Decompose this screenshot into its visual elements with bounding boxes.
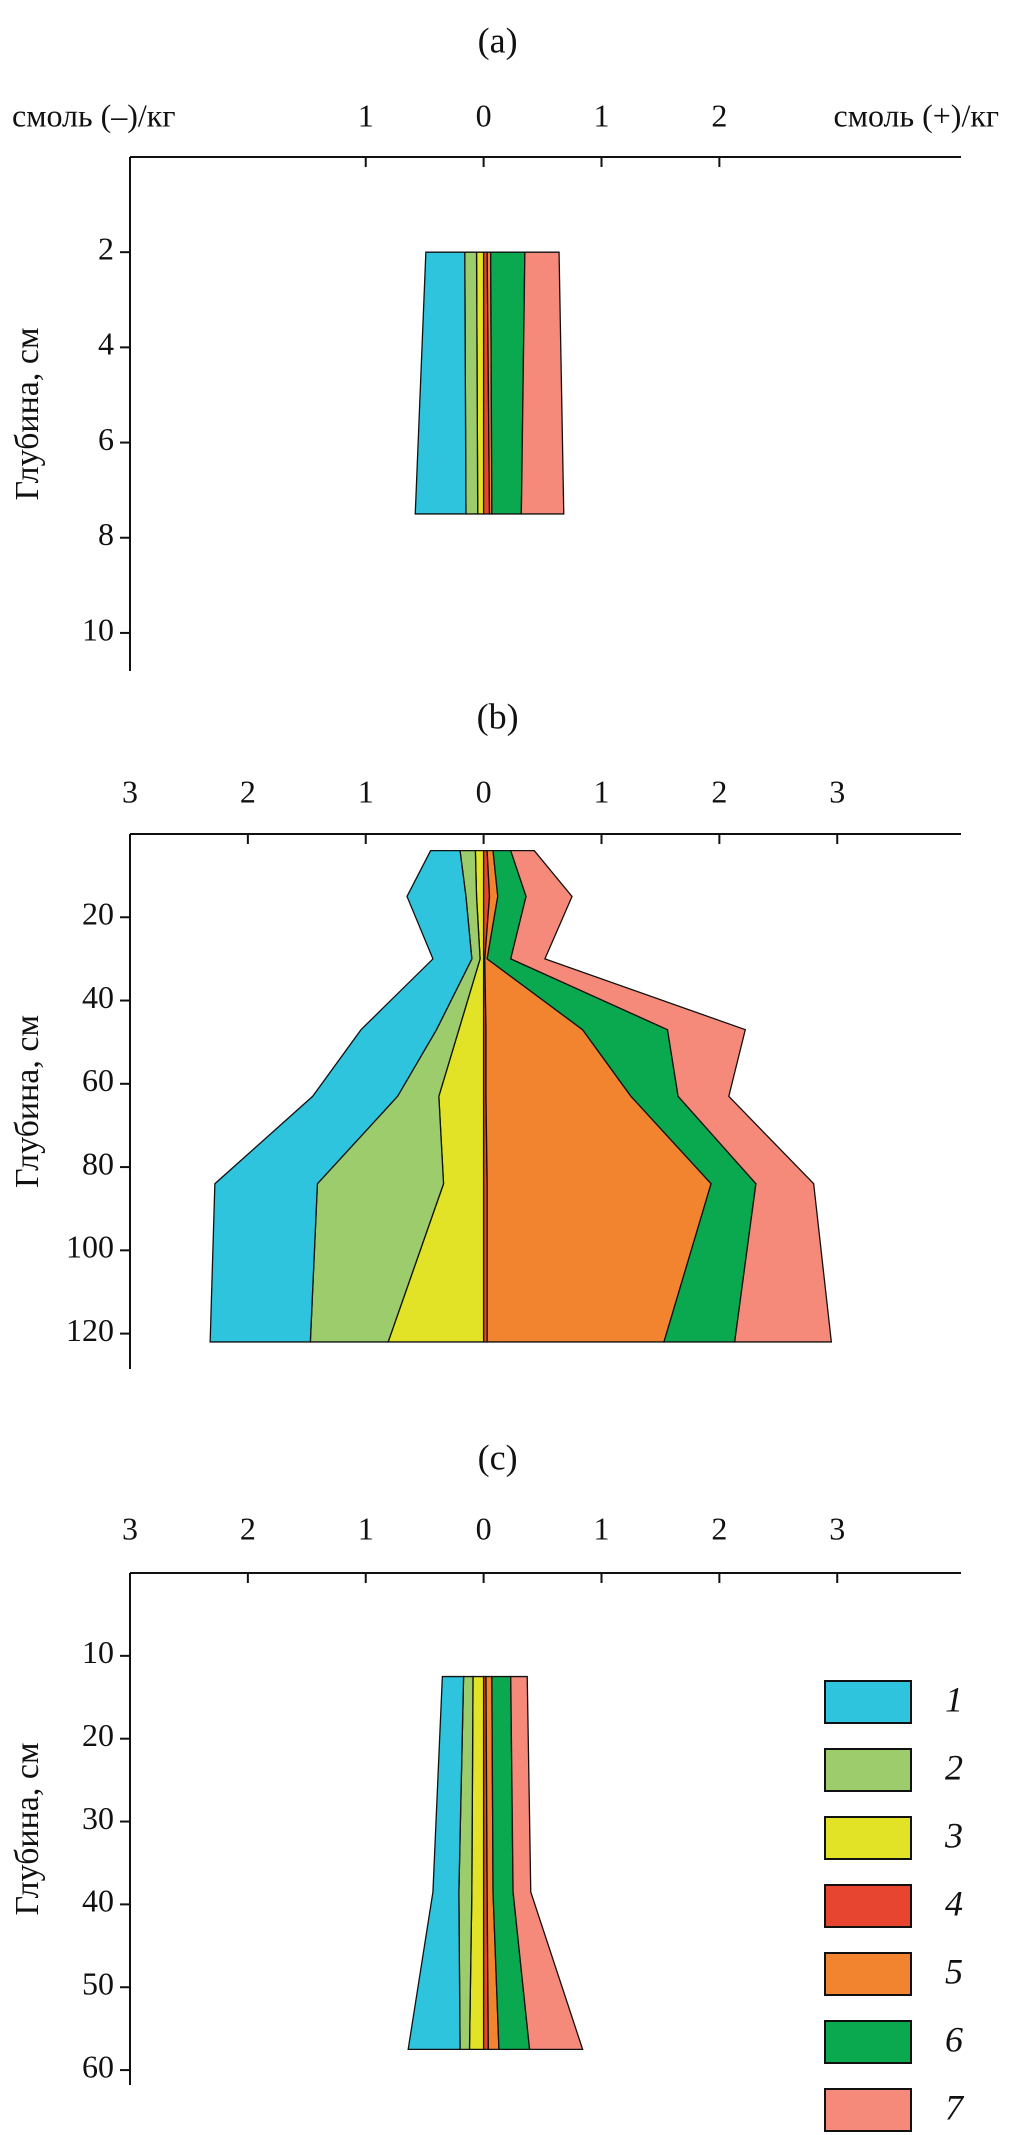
y-tick-label: 60	[82, 2048, 114, 2084]
x-tick-label: 3	[122, 773, 138, 809]
x-tick-label: 2	[240, 1510, 256, 1546]
area-band	[414, 251, 467, 515]
legend-label: 1	[945, 1679, 963, 1719]
area-band	[464, 251, 479, 515]
x-tick-label: 1	[358, 1510, 374, 1546]
x-tick-label: 3	[122, 1510, 138, 1546]
panel-title: (a)	[478, 20, 518, 60]
x-tick-label: 3	[829, 773, 845, 809]
x-axis-label: смоль (–)/кг	[12, 97, 175, 133]
legend-swatch	[824, 1748, 912, 1792]
y-tick-label: 40	[82, 979, 114, 1015]
area-band	[510, 1675, 584, 2051]
legend-swatch	[824, 2088, 912, 2132]
y-tick-label: 8	[98, 516, 114, 552]
legend-label: 5	[945, 1951, 963, 1991]
y-axis-label: Глубина, см	[9, 1015, 46, 1188]
x-tick-label: 0	[476, 773, 492, 809]
x-tick-label: 1	[358, 97, 374, 133]
x-axis-label: смоль (+)/кг	[833, 97, 999, 133]
y-tick-label: 20	[82, 1717, 114, 1753]
x-tick-label: 2	[240, 773, 256, 809]
panel-title: (b)	[477, 696, 519, 736]
legend-swatch	[824, 1884, 912, 1928]
y-tick-label: 2	[98, 231, 114, 267]
y-tick-label: 6	[98, 421, 114, 457]
y-tick-label: 80	[82, 1145, 114, 1181]
x-tick-label: 2	[711, 1510, 727, 1546]
x-tick-label: 1	[593, 97, 609, 133]
y-tick-label: 10	[82, 1634, 114, 1670]
legend-swatch	[824, 2020, 912, 2064]
legend-swatch	[824, 1952, 912, 1996]
area-band	[490, 251, 526, 515]
x-tick-label: 2	[711, 773, 727, 809]
area-band	[520, 251, 565, 515]
legend-label: 4	[945, 1883, 963, 1923]
area-band	[509, 850, 833, 1343]
y-tick-label: 30	[82, 1800, 114, 1836]
y-axis-label: Глубина, см	[9, 327, 46, 500]
area-band	[407, 1675, 465, 2051]
y-axis-label: Глубина, см	[9, 1742, 46, 1915]
legend-label: 3	[944, 1815, 963, 1855]
legend-label: 7	[945, 2087, 965, 2127]
legend-swatch	[824, 1680, 912, 1724]
x-tick-label: 2	[711, 97, 727, 133]
y-tick-label: 120	[66, 1312, 114, 1348]
legend-label: 6	[945, 2019, 963, 2059]
panel-title: (c)	[478, 1437, 518, 1477]
area-band	[209, 850, 473, 1343]
x-tick-label: 3	[829, 1510, 845, 1546]
y-tick-label: 100	[66, 1229, 114, 1265]
legend-label: 2	[945, 1747, 963, 1787]
x-tick-label: 1	[358, 773, 374, 809]
y-tick-label: 20	[82, 896, 114, 932]
x-tick-label: 0	[476, 97, 492, 133]
y-tick-label: 4	[98, 326, 114, 362]
y-tick-label: 60	[82, 1062, 114, 1098]
y-tick-label: 50	[82, 1966, 114, 2002]
x-tick-label: 1	[593, 1510, 609, 1546]
x-tick-label: 1	[593, 773, 609, 809]
legend-swatch	[824, 1816, 912, 1860]
y-tick-label: 10	[82, 611, 114, 647]
y-tick-label: 40	[82, 1883, 114, 1919]
x-tick-label: 0	[476, 1510, 492, 1546]
